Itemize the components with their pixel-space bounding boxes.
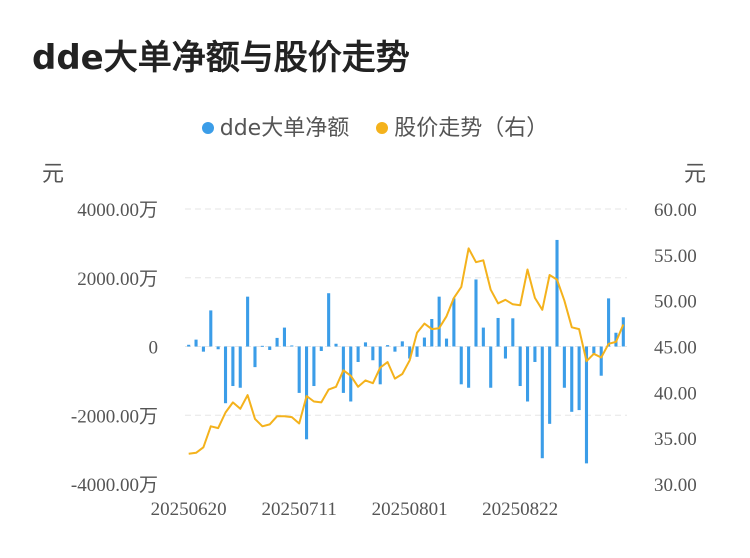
dde-bar [282,327,286,347]
dde-bar [216,346,220,350]
x-tick-label: 20250620 [151,499,227,520]
dde-bar [290,345,294,347]
dde-bar [584,346,589,464]
right-tick-label: 30.00 [654,475,697,496]
dde-bar [356,346,360,362]
legend-label-price: 股价走势（右） [394,116,549,141]
dde-bar [275,337,279,347]
x-tick-label: 20250822 [482,499,558,520]
dde-bar [334,343,338,347]
dde-bar [231,346,235,387]
dde-bar [319,346,323,351]
price-line [188,247,625,455]
dde-bar [238,346,242,388]
dde-bar [223,346,228,404]
dde-bar [386,345,390,347]
dde-bar [489,346,493,388]
legend-item-price[interactable]: 股价走势（右） [376,110,548,142]
dde-bar [503,346,507,359]
dde-bar [246,296,250,347]
right-tick-label: 40.00 [654,383,697,404]
dde-bar [496,317,500,347]
dde-bar [592,346,596,354]
dde-bar [393,346,397,352]
dde-bar [474,279,478,347]
dde-bar [526,346,530,402]
legend-label-dde: dde大单净额 [219,116,350,141]
legend-dot-dde [201,122,214,134]
dde-bar [533,346,537,362]
chart-legend: dde大单净额 股价走势（右） [0,110,750,142]
dde-bar [415,346,419,357]
dde-bar [305,346,309,440]
left-axis-unit: 元 [42,162,65,187]
dde-bar [577,346,581,411]
dde-bar [452,298,456,347]
dde-bar [437,296,441,347]
right-tick-label: 35.00 [654,429,697,450]
left-tick-label: 2000.00万 [77,269,158,290]
dde-bar [268,346,272,350]
dde-bar [260,345,264,347]
dde-bar [621,317,625,347]
dde-bar [201,346,205,352]
dde-bar [349,346,353,402]
dde-bar [209,310,213,347]
legend-dot-price [376,122,389,134]
dde-bar [599,346,603,376]
dde-bar [562,346,566,388]
dde-bar [327,293,331,347]
legend-item-dde[interactable]: dde大单净额 [201,110,350,142]
dde-bar [467,346,471,388]
left-tick-label: -2000.00万 [71,406,158,427]
dde-bar [459,346,463,385]
dde-bar [570,346,574,412]
dde-bar [408,346,412,359]
dde-bar [481,327,485,347]
right-tick-label: 60.00 [654,200,697,221]
dde-bar [511,318,515,347]
dde-bar [187,344,191,347]
dde-bar [422,337,426,347]
right-tick-label: 45.00 [654,338,697,359]
dde-bar [548,346,552,424]
dde-bar [253,346,257,368]
dde-bar [378,346,382,385]
dde-bar [297,346,301,393]
dde-bar [540,346,544,459]
right-axis-unit: 元 [684,162,707,187]
left-tick-label: 4000.00万 [77,200,158,221]
right-tick-label: 55.00 [654,246,697,267]
dde-bar [607,298,611,347]
dde-bar [363,342,368,347]
chart-title: dde大单净额与股价走势 [32,38,410,78]
dde-bar [518,346,522,387]
dde-bar [312,346,316,387]
right-tick-label: 50.00 [654,292,697,313]
x-tick-label: 20250711 [262,499,337,520]
dde-bar [430,319,434,347]
dde-bar [400,341,404,347]
dde-bar [555,239,559,347]
x-tick-label: 20250801 [372,499,448,520]
dde-bar [194,339,198,347]
dde-bar [371,346,375,361]
left-tick-label: -4000.00万 [71,475,158,496]
left-tick-label: 0 [149,338,159,359]
dde-bar [444,338,449,347]
